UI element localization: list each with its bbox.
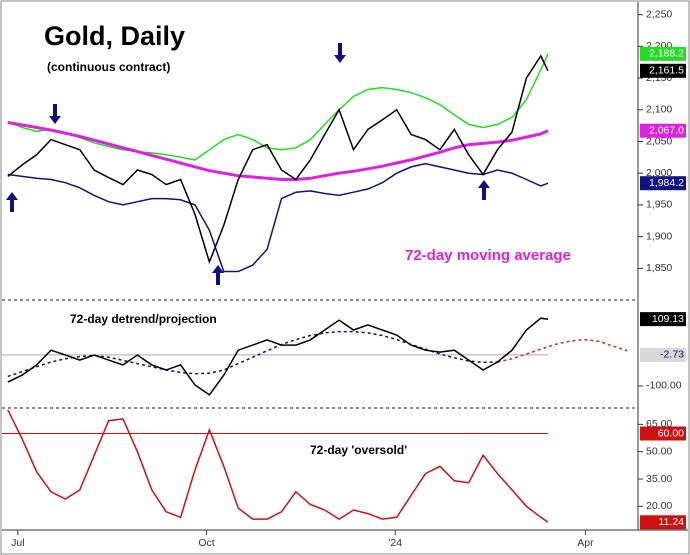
series-line — [7, 53, 549, 161]
up-arrow — [6, 192, 18, 212]
chart-subtitle: (continuous contract) — [47, 60, 170, 74]
x-tick-label: Jul — [11, 537, 24, 549]
last-value-box — [640, 176, 686, 191]
up-arrow — [212, 265, 224, 285]
series-line — [7, 162, 549, 273]
last-value-box — [640, 123, 686, 138]
y-tick-label: -100.00 — [646, 380, 682, 392]
x-tick-label: Oct — [198, 537, 214, 549]
last-value-label: 109.13 — [652, 313, 684, 325]
y-tick-label: 2,250 — [646, 8, 672, 20]
chart-title: Gold, Daily — [44, 21, 185, 51]
last-value-label: 11.24 — [659, 516, 685, 528]
y-tick-label: 1,900 — [646, 230, 672, 242]
last-value-box — [640, 46, 686, 61]
y-tick-label: 2,100 — [646, 104, 672, 116]
annotation: 72-day 'oversold' — [310, 443, 407, 457]
y-tick-label: 2,050 — [646, 135, 672, 147]
last-value-label: 2,161.5 — [649, 65, 684, 77]
x-tick-label: '24 — [388, 537, 402, 549]
last-value-box — [640, 63, 686, 78]
y-tick-label: 35.00 — [646, 473, 672, 485]
down-arrow — [49, 104, 61, 124]
series-line — [7, 409, 549, 523]
y-tick-label: 2,000 — [646, 167, 672, 179]
reference-label: 60.00 — [658, 427, 684, 439]
y-tick-label: 1,950 — [646, 199, 672, 211]
annotation: 72-day detrend/projection — [70, 312, 217, 326]
last-value-box — [640, 312, 686, 327]
arrows — [6, 43, 490, 285]
series-line — [497, 338, 628, 363]
down-arrow — [334, 43, 346, 63]
last-value-box — [640, 515, 686, 530]
annotation: 72-day moving average — [405, 247, 571, 264]
series-line — [7, 317, 549, 396]
reference-box — [640, 426, 686, 441]
y-tick-label: 20.00 — [646, 500, 672, 512]
y-tick-label: 1,850 — [646, 262, 672, 274]
reference-label: -2.73 — [660, 349, 684, 361]
up-arrow — [478, 180, 490, 200]
series-line — [7, 54, 549, 265]
last-value-label: 1,984.2 — [649, 177, 684, 189]
last-value-label: 2,067.0 — [649, 124, 684, 136]
y-tick-label: 50.00 — [646, 445, 672, 457]
reference-box — [640, 347, 686, 362]
x-tick-label: Apr — [577, 537, 594, 549]
last-value-label: 2,188.2 — [649, 48, 684, 60]
